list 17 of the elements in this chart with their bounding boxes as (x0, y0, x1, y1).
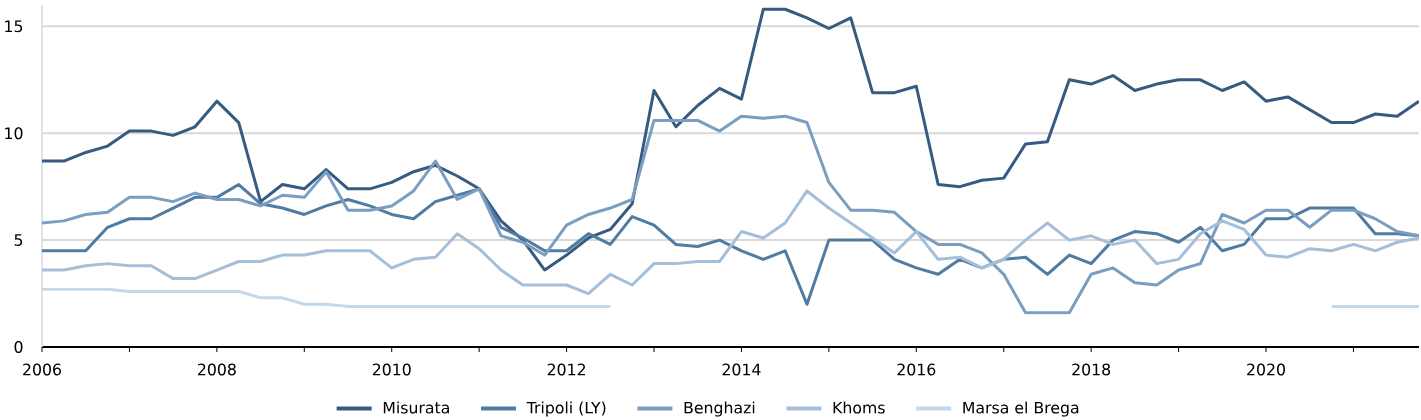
y-tick-label: 10 (5, 127, 23, 140)
x-tick-label: 2016 (897, 363, 936, 376)
x-tick-label: 2020 (1247, 363, 1285, 376)
y-tick-label: 15 (5, 20, 23, 33)
x-tick-label: 2014 (722, 363, 761, 376)
y-tick-label: 5 (14, 234, 23, 246)
y-tick-label: 0 (14, 341, 23, 353)
x-tick-label: 2018 (1072, 363, 1111, 376)
x-tick-label: 2012 (547, 363, 586, 376)
x-tick-label: 2008 (198, 363, 236, 376)
legend-label: Marsa el Brega (963, 401, 1079, 417)
legend-label: Khoms (833, 401, 885, 414)
x-tick-label: 2010 (372, 363, 411, 376)
legend-label: Misurata (383, 401, 449, 414)
legend-label: Benghazi (684, 401, 755, 417)
legend-label: Tripoli (LY) (526, 401, 606, 417)
x-tick-label: 2006 (23, 363, 62, 376)
